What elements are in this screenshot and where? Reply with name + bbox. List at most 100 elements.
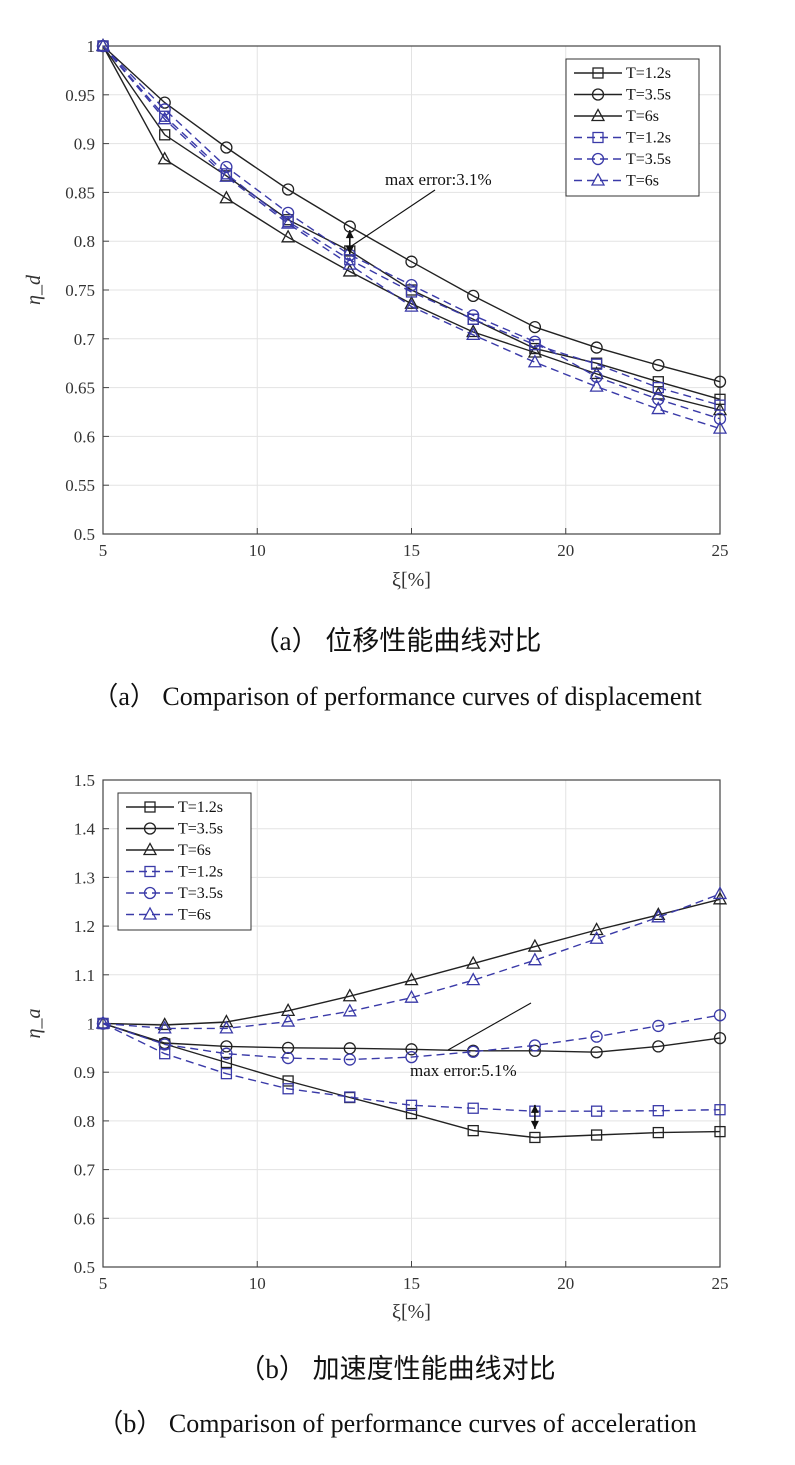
data-point [219,1014,234,1028]
data-point [527,952,542,966]
legend-box [117,792,252,931]
chart-acceleration: 5 10 15 20 25 0.5 0.6 0.7 0.8 0.9 1 1.1 1.2 1.3 1.4 1.5… [23,771,729,1323]
y-tick-label: 0.9 [74,135,95,154]
error-arrowhead-bottom [530,1120,539,1129]
data-point [590,1030,603,1043]
data-point [342,1003,357,1017]
legend-entry: T=1.2s [126,799,223,816]
data-point [159,129,171,141]
series-line [102,45,721,420]
legend-entry: T=6s [126,842,211,859]
data-point [157,1020,172,1034]
data-point [712,886,728,900]
legend-marker [590,108,606,122]
data-point [220,168,233,180]
data-point [712,402,728,416]
data-point [404,295,419,309]
data-point [466,327,481,341]
series-line [102,1022,721,1139]
x-axis-label: ξ[%] [392,1301,431,1323]
data-point [220,1047,233,1060]
x-tick-label: 25 [712,1274,729,1293]
y-tick-label: 0.5 [74,525,95,544]
data-point [652,359,665,372]
x-tick-label: 10 [249,541,266,560]
data-point [590,1129,603,1141]
data-point [95,1015,111,1029]
data-point [220,1056,233,1069]
data-point [652,1019,665,1033]
x-tick-label: 15 [403,1274,420,1293]
legend-label: T=3.5s [178,885,223,902]
data-point [343,1053,356,1066]
legend-label: T=1.2s [626,65,671,82]
y-tick-label: 1.5 [74,771,95,790]
data-point [282,1075,294,1087]
legend-marker [143,886,157,900]
data-point [652,1105,664,1117]
error-arrowhead-bottom [345,246,354,255]
caption-b-chinese: （b） 加速度性能曲线对比 [238,1354,555,1384]
data-point [466,972,481,986]
legend-entry: T=3.5s [574,87,671,104]
series-4-dashed-circle [96,1009,727,1066]
x-axis-label: ξ[%] [392,569,431,591]
legend: T=1.2s T=3.5s T=6s T=1.2s T=3.5s T=6s [117,792,252,931]
data-point [652,1126,664,1139]
series-line [102,893,721,1030]
data-point [713,412,727,425]
data-point [589,922,604,936]
y-tick-label: 0.85 [65,183,95,202]
legend-marker [144,801,156,813]
y-tick-label: 1.2 [74,917,95,936]
series-line [102,1014,721,1061]
x-tick-label: 10 [249,1274,266,1293]
legend-label: T=6s [178,842,211,859]
legend-entry: T=3.5s [574,151,671,168]
data-point [528,320,542,334]
data-point [159,110,171,122]
data-point [281,1013,296,1027]
data-point [157,111,172,125]
annotation-text: max error:5.1% [410,1061,517,1080]
legend-marker [591,152,605,166]
x-tick-label: 25 [712,541,729,560]
data-point [467,1102,479,1114]
data-point [405,1050,418,1064]
data-point [713,1009,727,1022]
y-tick-label: 0.7 [74,1161,96,1180]
data-point [157,151,172,165]
legend-label: T=6s [626,173,659,190]
legend-label: T=3.5s [626,151,671,168]
y-tick-label: 0.9 [74,1063,95,1082]
legend-marker [591,88,605,101]
data-point [652,381,664,394]
legend-label: T=1.2s [178,864,223,881]
data-point [404,972,419,986]
y-tick-label: 0.5 [74,1258,95,1277]
series-5-dashed-triangle [95,38,728,434]
data-point [405,286,418,298]
legend-entry: T=1.2s [126,864,223,881]
data-point [713,375,727,388]
data-point [714,399,726,411]
y-tick-label: 0.6 [74,1209,95,1228]
data-point [467,1124,479,1137]
legend-label: T=6s [626,108,659,125]
series-line [102,45,721,430]
series-line [102,45,721,411]
legend-label: T=3.5s [626,87,671,104]
legend-marker [592,67,604,79]
y-tick-label: 0.8 [74,232,95,251]
data-point [405,278,418,292]
x-tick-label: 5 [99,1274,108,1293]
data-point [590,358,603,370]
y-axis-label: η_a [23,1009,45,1039]
data-point [590,1105,603,1117]
data-point [157,1017,172,1031]
data-point [342,263,357,277]
data-point [219,190,234,204]
data-point [220,1040,233,1053]
x-tick-label: 20 [557,541,574,560]
